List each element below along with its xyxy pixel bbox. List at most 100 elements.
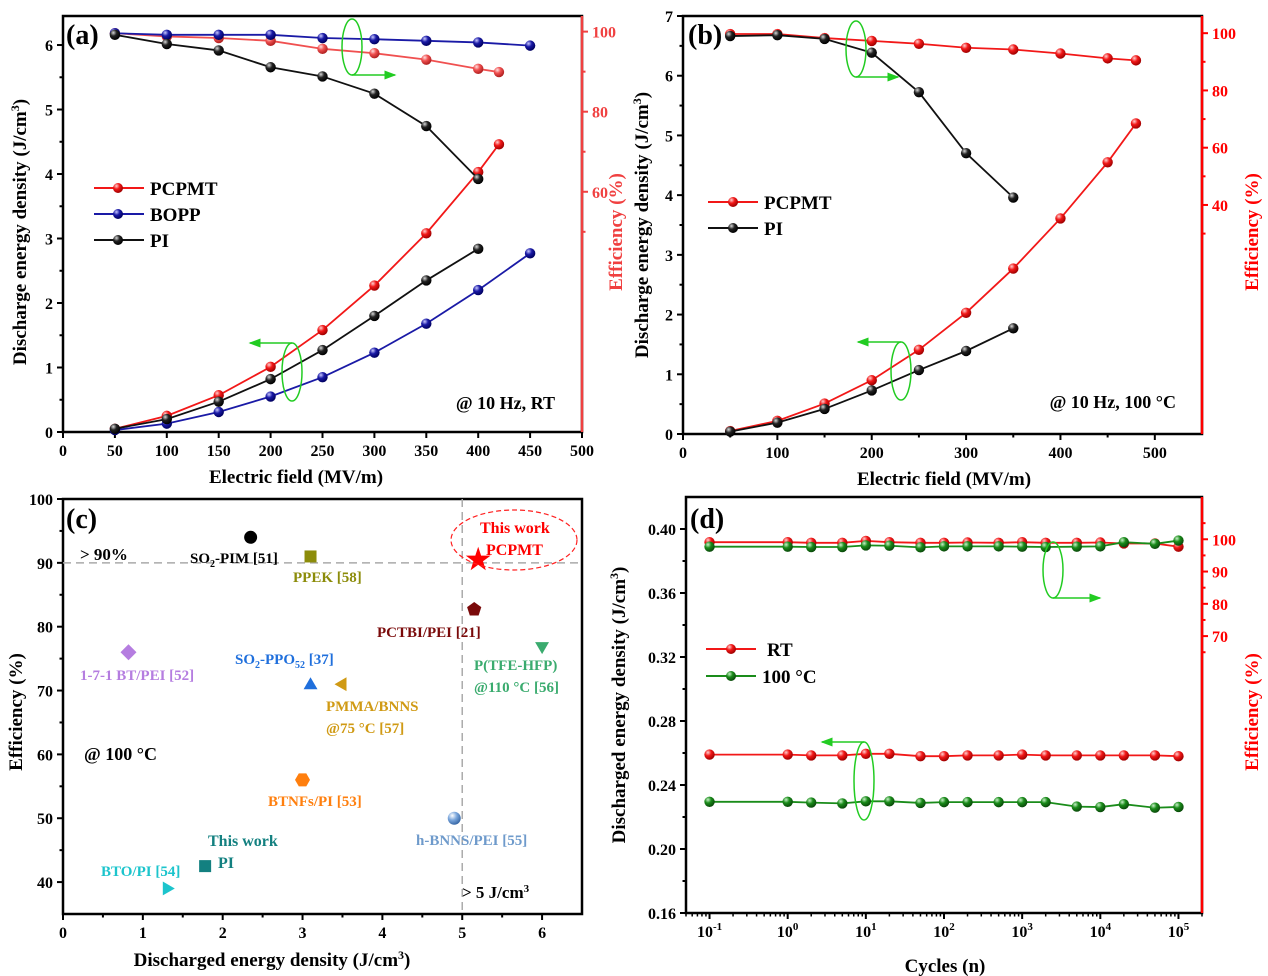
data-point-100-c-efficiency — [915, 542, 926, 553]
legend-marker-pcpmt — [728, 197, 738, 207]
marker-h-bnns-pei-55 — [447, 811, 461, 825]
y2-tick-label: 60 — [1212, 141, 1228, 158]
data-point-100-c — [782, 796, 793, 807]
y-tick-label: 1 — [45, 361, 53, 378]
panel-d-axis-indicators — [820, 541, 1102, 821]
data-point-pi — [161, 413, 172, 425]
series-line-pi-efficiency — [114, 33, 479, 180]
data-point-pcpmt-efficiency — [1008, 44, 1019, 55]
y-tick-label: 80 — [37, 620, 53, 637]
y2-tick-label: 80 — [1212, 83, 1228, 100]
data-point-pi-efficiency — [317, 71, 328, 82]
panel-c: 0 1 2 3 4 5 6 40 50 60 70 80 90 100 (c) Discharged en… — [6, 492, 584, 971]
data-point-rt — [915, 751, 926, 762]
ellipse-indicator-left — [890, 341, 912, 401]
data-point-pcpmt — [960, 307, 972, 318]
data-point-pcpmt-efficiency — [421, 54, 432, 65]
panel-a-xlabel: Electric field (MV/m) — [209, 467, 383, 488]
data-point-pcpmt — [866, 375, 877, 386]
data-point-rt — [782, 749, 793, 760]
data-point-pi — [473, 243, 484, 255]
y-tick-label: 0 — [665, 427, 673, 444]
y2-tick-label: 60 — [592, 185, 608, 202]
legend-marker-pi — [728, 223, 738, 233]
point-label-ptfe-hfp-1: P(TFE-HFP) — [474, 658, 557, 674]
marker-btnfs-pi-53 — [295, 773, 310, 787]
data-point-rt — [1071, 750, 1082, 761]
data-point-pi-efficiency — [421, 120, 432, 132]
y-tick-label: 5 — [45, 103, 53, 120]
data-point-bopp — [421, 318, 432, 329]
data-point-pcpmt — [369, 280, 380, 291]
series-line-pi — [114, 248, 479, 430]
y-tick-label: 0.36 — [648, 586, 676, 603]
y-tick-label: 2 — [665, 308, 673, 325]
data-point-pcpmt-efficiency — [369, 48, 380, 59]
x-tick-label: 105 — [1168, 921, 1190, 941]
data-point-100-c-efficiency — [1118, 536, 1130, 548]
data-point-pi — [724, 426, 736, 437]
data-point-100-c-efficiency — [1173, 535, 1184, 546]
annotation-temperature: @ 100 °C — [84, 744, 157, 764]
x-tick-label: 350 — [414, 443, 438, 460]
data-point-pcpmt-efficiency — [473, 63, 484, 75]
data-point-pcpmt-efficiency — [1130, 55, 1142, 66]
data-point-pcpmt — [421, 228, 432, 239]
x-tick-label: 100 — [777, 921, 799, 941]
data-point-pi-efficiency — [819, 33, 830, 45]
panel-d-y2label: Efficiency (%) — [1242, 653, 1263, 771]
panel-a: 0 50 100 150 200 250 300 350 400 450 500 0 1 2 3 4 5 6 60 8… — [8, 14, 627, 488]
panel-c-point-labels: SO2-PIM [51] PPEK [58] This work PCPMT P… — [80, 520, 559, 880]
data-point-100-c-efficiency — [806, 541, 817, 553]
data-point-pi — [421, 275, 432, 286]
legend-label-pi: PI — [150, 231, 169, 252]
data-point-pi — [317, 344, 328, 356]
data-point-bopp-efficiency — [161, 29, 172, 41]
data-point-100-c — [1118, 799, 1130, 810]
data-point-pcpmt — [1055, 213, 1066, 224]
data-point-bopp-efficiency — [369, 34, 380, 45]
data-point-bopp-efficiency — [265, 29, 276, 41]
point-label-bto-pi: BTO/PI [54] — [101, 864, 180, 880]
data-point-bopp-efficiency — [421, 35, 432, 47]
x-tick-label: 500 — [570, 443, 594, 460]
x-tick-label: 0 — [59, 443, 67, 460]
panel-a-legend: PCPMT BOPP PI — [94, 179, 218, 252]
legend-marker-bopp — [113, 209, 123, 219]
panel-b-annotation: @ 10 Hz, 100 °C — [1050, 392, 1176, 412]
panel-c-xlabel: Discharged energy density (J/cm3) — [134, 948, 411, 971]
highlight-ellipse-this-work — [450, 509, 578, 571]
x-tick-label: 300 — [362, 443, 386, 460]
legend-label-100c: 100 °C — [762, 667, 817, 688]
y2-tick-label: 80 — [592, 105, 608, 122]
data-point-pcpmt — [317, 324, 328, 336]
y2-tick-label: 70 — [1212, 629, 1228, 646]
x-tick-label: 450 — [518, 443, 542, 460]
x-tick-label: 100 — [765, 445, 789, 462]
x-tick-label: 200 — [860, 445, 884, 462]
series-line-pcpmt-efficiency — [730, 33, 1137, 62]
data-point-pi — [866, 385, 877, 396]
panel-b-label: (b) — [688, 20, 722, 51]
data-point-bopp-efficiency — [317, 32, 328, 44]
data-point-rt — [704, 749, 715, 760]
y-tick-label: 0.32 — [648, 650, 676, 667]
data-point-bopp-efficiency — [213, 29, 224, 41]
y2-tick-label: 90 — [1212, 565, 1228, 582]
y-tick-label: 5 — [665, 128, 673, 145]
legend-label-pi: PI — [764, 219, 783, 240]
panel-b-y2label: Efficiency (%) — [1242, 173, 1263, 291]
data-point-100-c-efficiency — [1071, 541, 1082, 552]
panel-d-legend: RT 100 °C — [706, 640, 817, 688]
data-point-pcpmt — [1130, 118, 1142, 129]
data-point-pi-efficiency — [866, 47, 877, 58]
panel-b-plot-area: 0 100 200 300 400 500 0 1 2 3 4 5 6 7 40 60 80 100 — [665, 9, 1236, 462]
point-label-this-work-pi-1: This work — [208, 833, 278, 850]
point-label-pmma-bnns-1: PMMA/BNNS — [326, 699, 419, 715]
legend-label-rt: RT — [767, 640, 793, 661]
panel-d-ylabel: Discharged energy density (J/cm3) — [607, 567, 630, 844]
marker-pmma-bnns-75-c-57 — [334, 677, 347, 692]
data-point-pi-efficiency — [473, 173, 484, 185]
panel-a-label: (a) — [66, 20, 99, 51]
